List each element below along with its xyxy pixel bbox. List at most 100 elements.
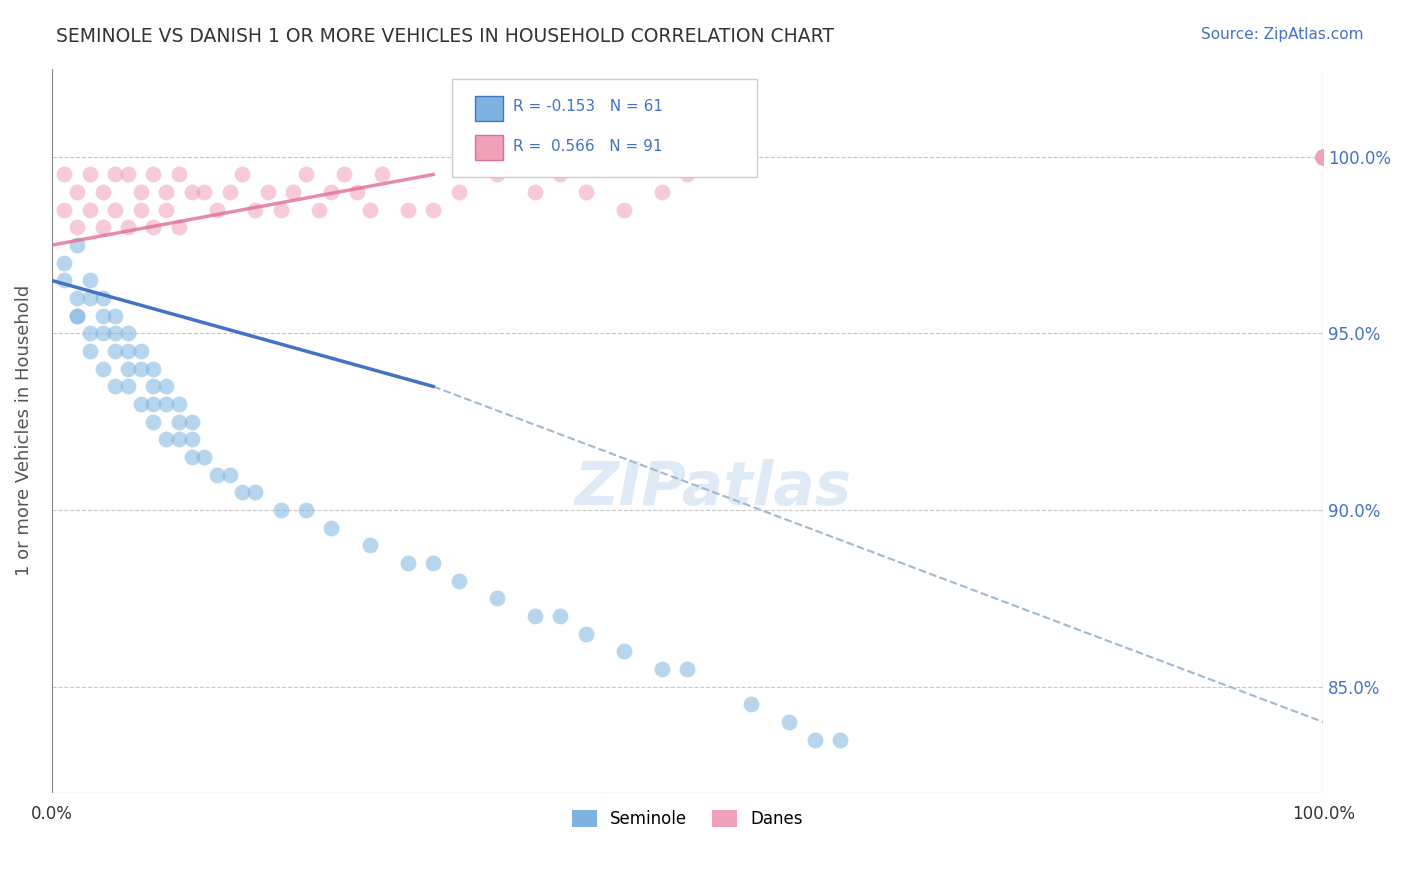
Point — [1312, 150, 1334, 164]
Point — [1312, 150, 1334, 164]
Point — [359, 202, 381, 217]
FancyBboxPatch shape — [453, 79, 758, 178]
Point — [142, 220, 165, 235]
Point — [1312, 150, 1334, 164]
Point — [1312, 150, 1334, 164]
Point — [1312, 150, 1334, 164]
Point — [1312, 150, 1334, 164]
Point — [1312, 150, 1334, 164]
Point — [396, 202, 419, 217]
Point — [142, 397, 165, 411]
Point — [1312, 150, 1334, 164]
Point — [91, 185, 114, 199]
Point — [142, 415, 165, 429]
Point — [321, 521, 343, 535]
Point — [218, 185, 240, 199]
Point — [79, 202, 101, 217]
Point — [117, 379, 139, 393]
Point — [651, 185, 673, 199]
Point — [1312, 150, 1334, 164]
Point — [205, 467, 228, 482]
Point — [104, 379, 127, 393]
Point — [104, 309, 127, 323]
Point — [1312, 150, 1334, 164]
Point — [104, 202, 127, 217]
Point — [676, 168, 699, 182]
Point — [740, 698, 762, 712]
Point — [218, 467, 240, 482]
Point — [270, 503, 292, 517]
Point — [1312, 150, 1334, 164]
Point — [231, 485, 253, 500]
Point — [155, 397, 177, 411]
Point — [550, 168, 572, 182]
Point — [66, 238, 89, 252]
Point — [117, 361, 139, 376]
Point — [422, 202, 444, 217]
Point — [155, 202, 177, 217]
Point — [1312, 150, 1334, 164]
Point — [1312, 150, 1334, 164]
Point — [66, 309, 89, 323]
Point — [167, 168, 190, 182]
Point — [1312, 150, 1334, 164]
Text: 100.0%: 100.0% — [1292, 805, 1354, 823]
FancyBboxPatch shape — [475, 136, 503, 161]
Point — [1312, 150, 1334, 164]
Point — [155, 185, 177, 199]
Point — [1312, 150, 1334, 164]
Point — [1312, 150, 1334, 164]
Point — [193, 185, 215, 199]
Point — [129, 361, 152, 376]
Point — [53, 256, 76, 270]
Point — [117, 326, 139, 341]
Point — [1312, 150, 1334, 164]
Point — [1312, 150, 1334, 164]
Point — [1312, 150, 1334, 164]
Point — [295, 503, 318, 517]
Point — [231, 168, 253, 182]
Point — [167, 433, 190, 447]
Point — [104, 168, 127, 182]
Point — [396, 556, 419, 570]
Point — [1312, 150, 1334, 164]
Point — [828, 732, 851, 747]
Point — [613, 644, 636, 658]
Point — [129, 202, 152, 217]
Point — [283, 185, 305, 199]
Point — [91, 291, 114, 305]
Point — [257, 185, 280, 199]
Point — [53, 202, 76, 217]
Point — [1312, 150, 1334, 164]
Point — [142, 361, 165, 376]
Legend: Seminole, Danes: Seminole, Danes — [565, 804, 810, 835]
Point — [167, 397, 190, 411]
FancyBboxPatch shape — [475, 96, 503, 121]
Point — [651, 662, 673, 676]
Point — [243, 485, 266, 500]
Text: R = -0.153   N = 61: R = -0.153 N = 61 — [513, 99, 664, 114]
Text: ZIPatlas: ZIPatlas — [574, 459, 852, 518]
Point — [1312, 150, 1334, 164]
Point — [1312, 150, 1334, 164]
Point — [485, 168, 508, 182]
Text: 0.0%: 0.0% — [31, 805, 73, 823]
Point — [243, 202, 266, 217]
Point — [1312, 150, 1334, 164]
Point — [1312, 150, 1334, 164]
Point — [1312, 150, 1334, 164]
Point — [308, 202, 330, 217]
Point — [91, 220, 114, 235]
Point — [117, 220, 139, 235]
Point — [1312, 150, 1334, 164]
Point — [1312, 150, 1334, 164]
Point — [447, 574, 470, 588]
Y-axis label: 1 or more Vehicles in Household: 1 or more Vehicles in Household — [15, 285, 32, 576]
Point — [129, 397, 152, 411]
Point — [91, 326, 114, 341]
Point — [180, 415, 202, 429]
Point — [91, 361, 114, 376]
Point — [1312, 150, 1334, 164]
Point — [1312, 150, 1334, 164]
Point — [485, 591, 508, 606]
